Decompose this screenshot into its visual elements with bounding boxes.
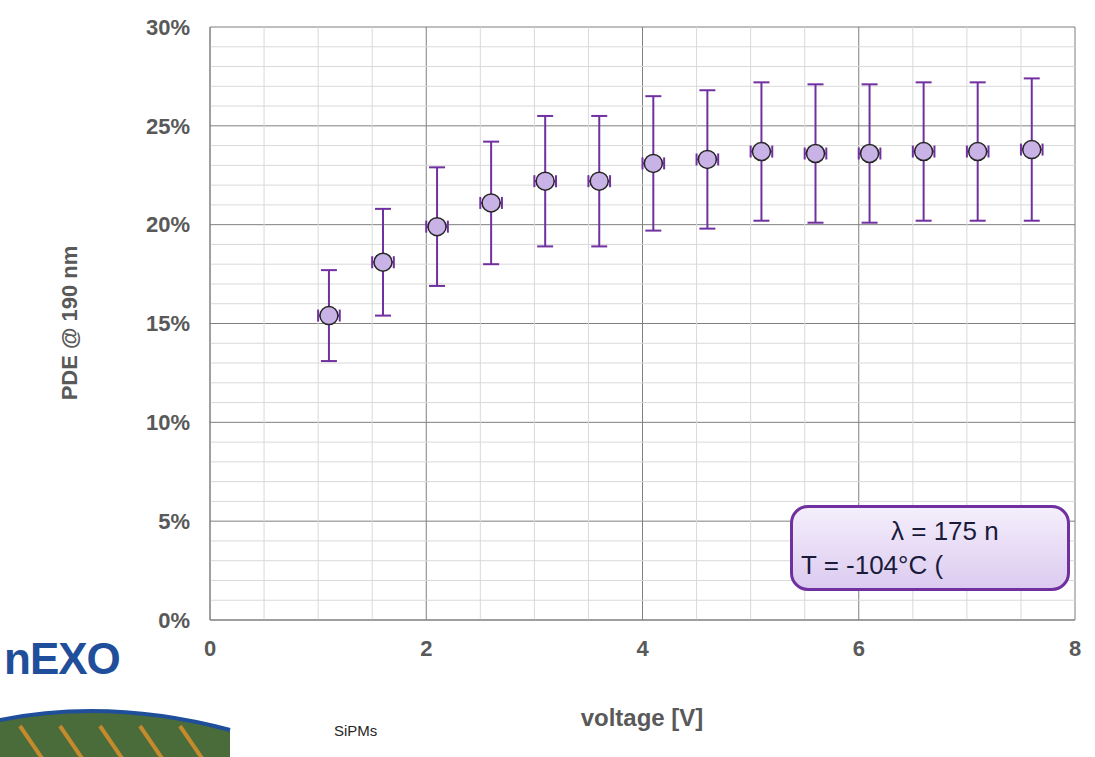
html-text:nEXO: nEXO xyxy=(4,634,120,683)
svg-text:10%: 10% xyxy=(146,410,190,435)
html-text:PDE @ 190 nm: PDE @ 190 nm xyxy=(57,245,82,401)
svg-text:25%: 25% xyxy=(146,114,190,139)
svg-text:30%: 30% xyxy=(146,15,190,40)
svg-text:6: 6 xyxy=(853,636,865,661)
html-text:voltage [V]: voltage [V] xyxy=(580,704,704,731)
svg-text:0%: 0% xyxy=(158,608,190,633)
svg-text:15%: 15% xyxy=(146,311,190,336)
svg-text:0: 0 xyxy=(204,636,216,661)
svg-text:20%: 20% xyxy=(146,212,190,237)
html-text:T = -104°C (: T = -104°C ( xyxy=(801,550,944,580)
svg-text:4: 4 xyxy=(636,636,649,661)
html-text:λ = 175 n: λ = 175 n xyxy=(891,516,999,546)
svg-text:5%: 5% xyxy=(158,509,190,534)
svg-text:8: 8 xyxy=(1069,636,1081,661)
svg-text:2: 2 xyxy=(420,636,432,661)
html-text:SiPMs: SiPMs xyxy=(334,722,378,739)
